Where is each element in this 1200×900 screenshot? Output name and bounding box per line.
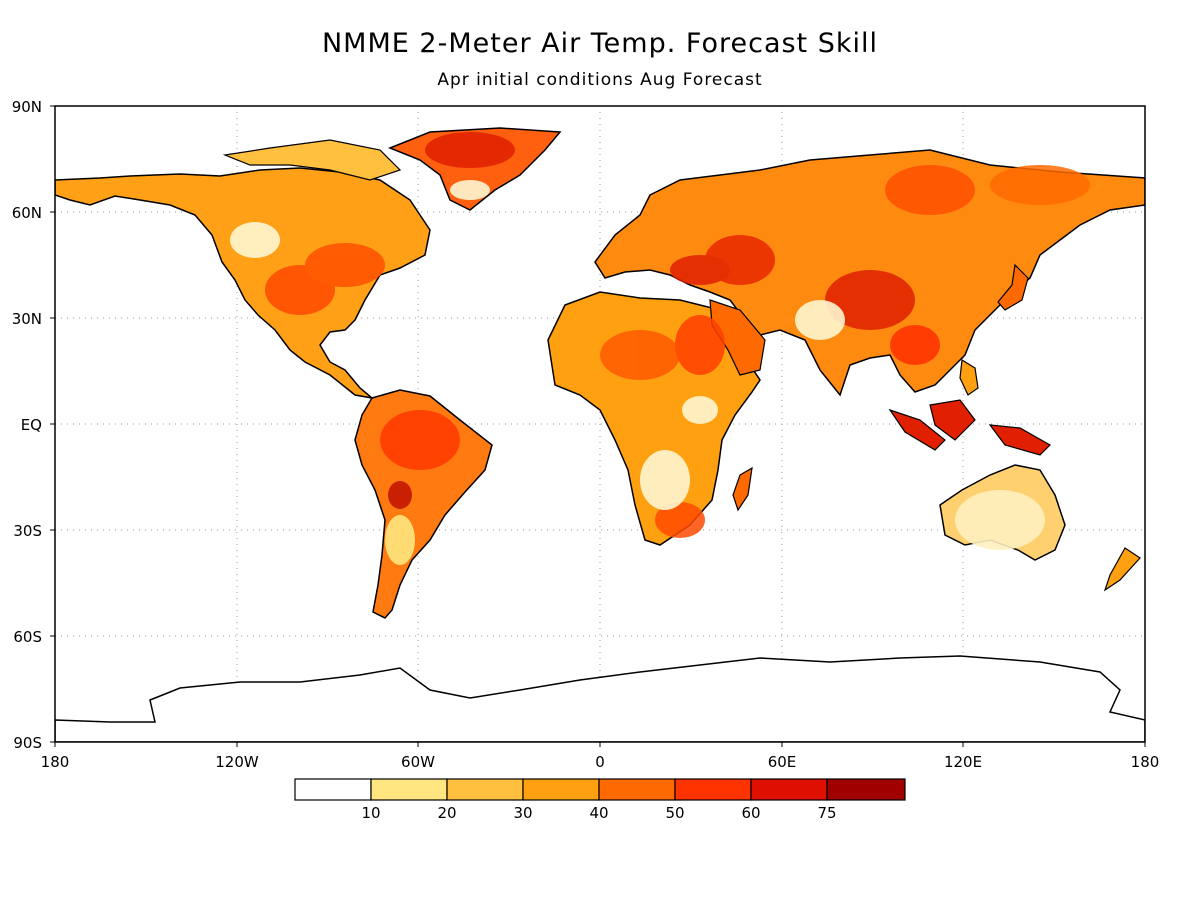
longitude-labels: 180 120W 60W 0 60E 120E 180	[41, 753, 1160, 771]
lat-label-90s: 90S	[13, 734, 42, 752]
colorbar-swatch	[446, 778, 524, 801]
landmass-new-zealand	[1103, 547, 1141, 592]
lat-label-60s: 60S	[13, 628, 42, 646]
skill-low-patches	[230, 180, 1045, 565]
landmass-madagascar	[732, 466, 753, 512]
lon-label-120w: 120W	[215, 753, 259, 771]
colorbar-swatch	[294, 778, 372, 801]
lon-label-180w: 180	[41, 753, 70, 771]
lon-label-0: 0	[595, 753, 605, 771]
colorbar-label: 20	[437, 804, 456, 822]
lat-label-30s: 30S	[13, 522, 42, 540]
colorbar-label: 75	[817, 804, 836, 822]
landmass-north-america	[55, 167, 431, 400]
latitude-labels: 90N 60N 30N EQ 30S 60S 90S	[12, 98, 42, 752]
lon-label-120e: 120E	[944, 753, 982, 771]
lon-label-60w: 60W	[401, 753, 435, 771]
colorbar-label: 60	[741, 804, 760, 822]
map-title: NMME 2-Meter Air Temp. Forecast Skill	[321, 28, 879, 59]
colorbar-label: 50	[665, 804, 684, 822]
landmass-philippines	[959, 358, 979, 396]
landmass-indonesia	[888, 399, 1051, 456]
colorbar-swatch	[674, 778, 752, 801]
colorbar-swatch	[370, 778, 448, 801]
lat-label-eq: EQ	[21, 416, 42, 434]
colorbar-swatch	[598, 778, 676, 801]
lon-label-180e: 180	[1131, 753, 1160, 771]
colorbar-label: 10	[361, 804, 380, 822]
landmass-antarctica	[55, 655, 1145, 742]
colorbar-label: 30	[513, 804, 532, 822]
map-subtitle: Apr initial conditions Aug Forecast	[437, 70, 763, 90]
lon-label-60e: 60E	[768, 753, 797, 771]
colorbar: 10 20 30 40 50 60 75	[294, 778, 906, 822]
skill-hotspots	[265, 132, 1090, 538]
lat-label-90n: 90N	[12, 98, 42, 116]
colorbar-swatch	[750, 778, 828, 801]
colorbar-label: 40	[589, 804, 608, 822]
lat-label-30n: 30N	[12, 310, 42, 328]
landmass-japan	[997, 263, 1029, 311]
colorbar-swatch	[826, 778, 906, 801]
landmass-arctic-islands	[222, 139, 402, 181]
lat-label-60n: 60N	[12, 204, 42, 222]
colorbar-swatch	[522, 778, 600, 801]
tick-marks	[50, 105, 1146, 747]
